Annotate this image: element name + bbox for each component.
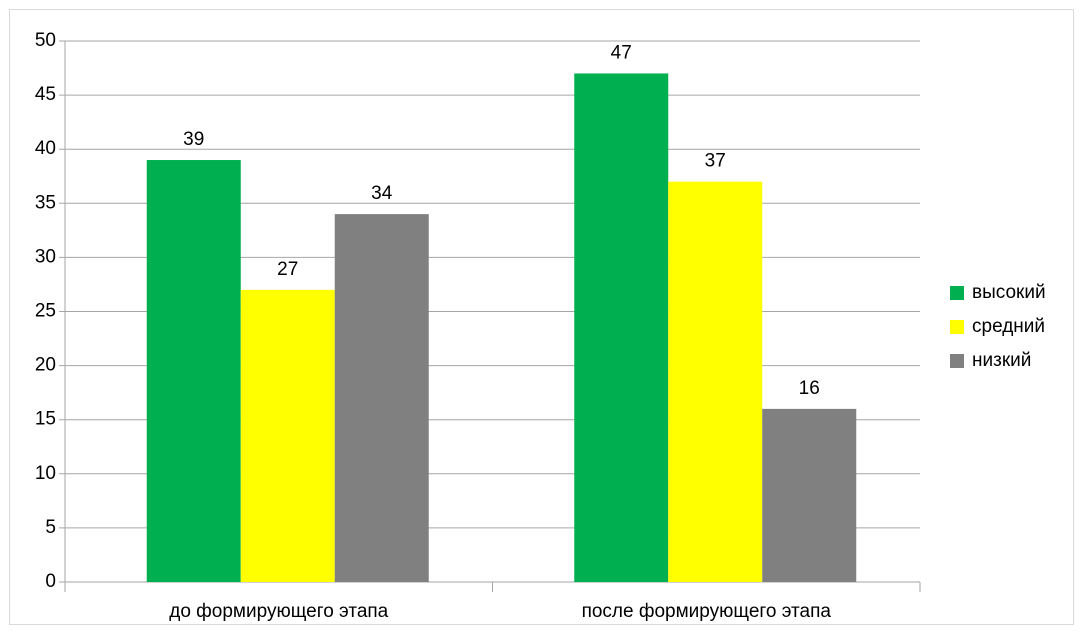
bar xyxy=(762,408,857,582)
data-label: 34 xyxy=(371,183,393,204)
y-tick-label: 50 xyxy=(35,30,56,51)
legend-swatch xyxy=(950,354,964,368)
y-tick-label: 20 xyxy=(35,355,56,376)
bar xyxy=(334,214,429,582)
y-tick-label: 15 xyxy=(35,409,56,430)
data-label: 37 xyxy=(705,151,726,172)
bar xyxy=(240,289,335,582)
y-tick-label: 30 xyxy=(35,246,56,267)
data-label: 16 xyxy=(799,378,820,399)
y-tick-label: 40 xyxy=(35,138,56,159)
y-tick-label: 45 xyxy=(35,84,56,105)
data-label: 39 xyxy=(183,129,204,150)
y-tick-label: 25 xyxy=(35,301,56,322)
bar xyxy=(146,160,241,582)
legend-label: низкий xyxy=(972,350,1031,371)
y-tick-label: 5 xyxy=(45,517,56,538)
x-tick-label: после формирующего этапа xyxy=(582,601,832,622)
legend-swatch xyxy=(950,286,964,300)
bar xyxy=(574,73,669,583)
legend-label: средний xyxy=(972,316,1045,337)
y-tick-label: 10 xyxy=(35,463,56,484)
data-label: 47 xyxy=(611,42,632,63)
legend-label: высокий xyxy=(972,282,1046,303)
legend-swatch xyxy=(950,320,964,334)
data-label: 27 xyxy=(277,259,298,280)
x-tick-label: до формирующего этапа xyxy=(169,601,388,622)
y-tick-label: 0 xyxy=(45,571,56,592)
bar xyxy=(668,181,763,582)
y-tick-label: 35 xyxy=(35,192,56,213)
